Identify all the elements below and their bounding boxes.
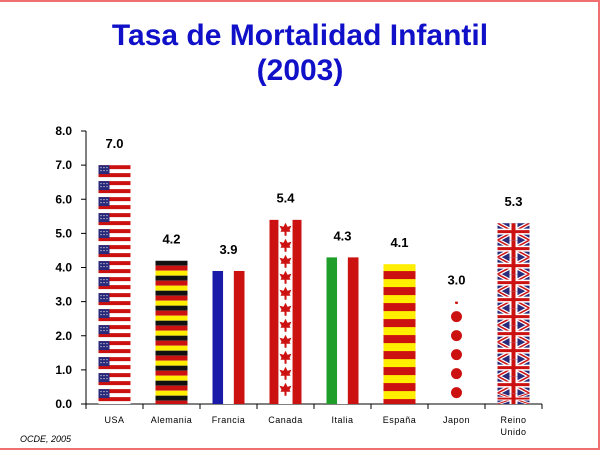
y-tick-label: 1.0 bbox=[55, 363, 72, 377]
x-tick-label: Japon bbox=[443, 415, 470, 425]
bar-usa-flag bbox=[98, 165, 131, 404]
y-tick-label: 4.0 bbox=[55, 261, 72, 275]
data-label: 5.4 bbox=[276, 191, 295, 206]
bar-italy-flag bbox=[326, 257, 359, 404]
x-tick-label: Francia bbox=[212, 415, 246, 425]
x-tick-label: Canada bbox=[268, 415, 303, 425]
data-label: 4.2 bbox=[162, 232, 180, 247]
data-label: 5.3 bbox=[504, 194, 522, 209]
data-label: 3.9 bbox=[219, 242, 237, 257]
bar-spain-flag bbox=[383, 264, 416, 404]
x-tick-label: Alemania bbox=[151, 415, 193, 425]
bar-canada-flag bbox=[269, 219, 302, 404]
slide-border-bottom bbox=[0, 448, 600, 450]
slide-border-right bbox=[598, 0, 600, 450]
x-tick-label: Italia bbox=[331, 415, 353, 425]
page-title: Tasa de Mortalidad Infantil (2003) bbox=[0, 18, 600, 88]
y-tick-label: 8.0 bbox=[55, 124, 72, 138]
x-tick-label: Reino bbox=[500, 415, 526, 425]
bar-japan-flag bbox=[451, 301, 462, 399]
bar-france-flag bbox=[212, 270, 245, 404]
data-label: 7.0 bbox=[105, 136, 123, 151]
y-tick-label: 5.0 bbox=[55, 226, 72, 240]
title-line-2: (2003) bbox=[256, 54, 344, 87]
y-tick-label: 2.0 bbox=[55, 329, 72, 343]
x-tick-label: USA bbox=[104, 415, 124, 425]
x-tick-label: Unido bbox=[500, 427, 526, 437]
slide-border-top bbox=[0, 0, 600, 2]
y-tick-label: 7.0 bbox=[55, 158, 72, 172]
data-label: 4.1 bbox=[390, 235, 408, 250]
data-label: 3.0 bbox=[447, 273, 465, 288]
title-line-1: Tasa de Mortalidad Infantil bbox=[111, 19, 489, 52]
y-tick-label: 6.0 bbox=[55, 192, 72, 206]
bar-uk-flag bbox=[497, 223, 530, 404]
y-tick-label: 0.0 bbox=[55, 397, 72, 411]
data-label: 4.3 bbox=[333, 228, 351, 243]
x-tick-label: España bbox=[383, 415, 417, 425]
source-note: OCDE, 2005 bbox=[20, 434, 72, 444]
y-tick-label: 3.0 bbox=[55, 295, 72, 309]
bar-germany-flag bbox=[155, 260, 188, 404]
